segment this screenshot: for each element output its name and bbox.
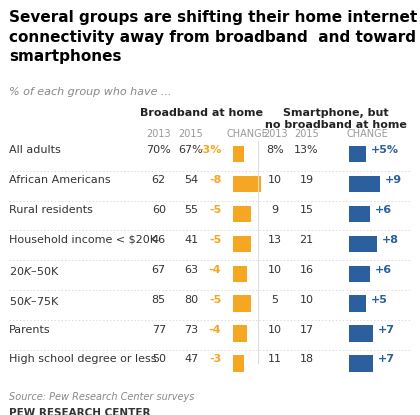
Text: +7: +7: [378, 354, 395, 364]
Text: 17: 17: [299, 325, 314, 334]
FancyBboxPatch shape: [233, 176, 261, 192]
Text: 63: 63: [184, 265, 198, 275]
Text: 11: 11: [268, 354, 282, 364]
Text: -3: -3: [209, 354, 221, 364]
Text: 16: 16: [299, 265, 314, 275]
Text: 41: 41: [184, 235, 198, 245]
FancyBboxPatch shape: [349, 176, 380, 192]
Text: Source: Pew Research Center surveys: Source: Pew Research Center surveys: [9, 392, 194, 402]
Text: CHANGE: CHANGE: [346, 129, 389, 139]
Text: 62: 62: [152, 175, 166, 185]
FancyBboxPatch shape: [349, 146, 366, 162]
FancyBboxPatch shape: [349, 295, 366, 312]
Text: 13%: 13%: [294, 145, 319, 155]
Text: African Americans: African Americans: [9, 175, 111, 185]
Text: +5%: +5%: [371, 145, 399, 155]
Text: -8: -8: [209, 175, 221, 185]
Text: 80: 80: [184, 295, 198, 305]
Text: -3%: -3%: [198, 145, 221, 155]
Text: 77: 77: [152, 325, 166, 334]
Text: +6: +6: [375, 265, 392, 275]
Text: 21: 21: [299, 235, 314, 245]
Text: PEW RESEARCH CENTER: PEW RESEARCH CENTER: [9, 408, 151, 415]
Text: 8%: 8%: [266, 145, 284, 155]
FancyBboxPatch shape: [233, 236, 251, 252]
FancyBboxPatch shape: [233, 355, 244, 371]
Text: -5: -5: [209, 295, 221, 305]
Text: 55: 55: [184, 205, 198, 215]
Text: 46: 46: [152, 235, 166, 245]
Text: $50K–$75K: $50K–$75K: [9, 295, 60, 307]
Text: Rural residents: Rural residents: [9, 205, 93, 215]
FancyBboxPatch shape: [349, 355, 373, 371]
Text: 2015: 2015: [294, 129, 319, 139]
FancyBboxPatch shape: [233, 266, 247, 282]
Text: Smartphone, but
no broadband at home: Smartphone, but no broadband at home: [265, 108, 407, 130]
Text: 54: 54: [184, 175, 198, 185]
Text: Several groups are shifting their home internet
connectivity away from broadband: Several groups are shifting their home i…: [9, 10, 417, 64]
Text: -5: -5: [209, 235, 221, 245]
Text: % of each group who have ...: % of each group who have ...: [9, 87, 172, 97]
FancyBboxPatch shape: [233, 146, 244, 162]
Text: 18: 18: [299, 354, 314, 364]
Text: 2013: 2013: [147, 129, 171, 139]
Text: +6: +6: [375, 205, 392, 215]
Text: Household income < $20K: Household income < $20K: [9, 235, 157, 245]
Text: 70%: 70%: [147, 145, 171, 155]
Text: 47: 47: [184, 354, 198, 364]
Text: +9: +9: [385, 175, 402, 185]
Text: 2015: 2015: [179, 129, 203, 139]
Text: 5: 5: [272, 295, 278, 305]
FancyBboxPatch shape: [349, 236, 377, 252]
Text: +7: +7: [378, 325, 395, 334]
Text: 67%: 67%: [179, 145, 203, 155]
Text: 10: 10: [268, 265, 282, 275]
Text: 67: 67: [152, 265, 166, 275]
Text: Parents: Parents: [9, 325, 51, 334]
Text: +8: +8: [382, 235, 399, 245]
Text: 15: 15: [299, 205, 314, 215]
Text: 13: 13: [268, 235, 282, 245]
FancyBboxPatch shape: [349, 325, 373, 342]
Text: 2013: 2013: [263, 129, 287, 139]
Text: 50: 50: [152, 354, 166, 364]
FancyBboxPatch shape: [349, 266, 370, 282]
Text: +5: +5: [371, 295, 388, 305]
FancyBboxPatch shape: [233, 206, 251, 222]
Text: 19: 19: [299, 175, 314, 185]
Text: High school degree or less: High school degree or less: [9, 354, 157, 364]
Text: 10: 10: [268, 325, 282, 334]
Text: 9: 9: [272, 205, 278, 215]
Text: 10: 10: [299, 295, 314, 305]
FancyBboxPatch shape: [233, 325, 247, 342]
Text: CHANGE: CHANGE: [227, 129, 269, 139]
Text: $20K–$50K: $20K–$50K: [9, 265, 60, 277]
Text: -5: -5: [209, 205, 221, 215]
Text: -4: -4: [209, 325, 221, 334]
Text: 73: 73: [184, 325, 198, 334]
FancyBboxPatch shape: [233, 295, 251, 312]
Text: All adults: All adults: [9, 145, 61, 155]
Text: 10: 10: [268, 175, 282, 185]
FancyBboxPatch shape: [349, 206, 370, 222]
Text: 85: 85: [152, 295, 166, 305]
Text: Broadband at home: Broadband at home: [140, 108, 263, 118]
Text: -4: -4: [209, 265, 221, 275]
Text: 60: 60: [152, 205, 166, 215]
